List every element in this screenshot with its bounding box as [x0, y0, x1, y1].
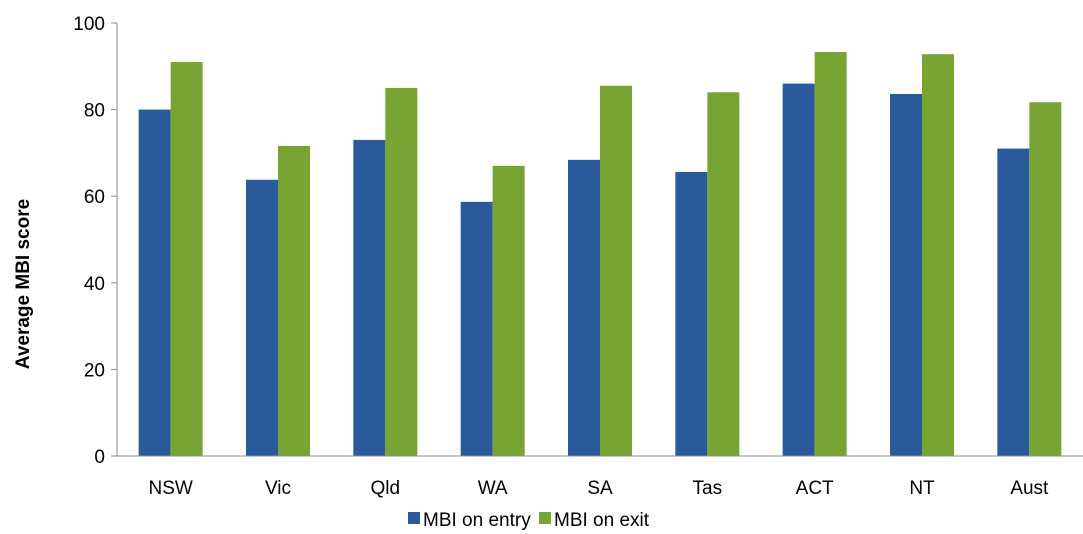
y-tick-label: 40 [84, 274, 105, 295]
x-tick-label: Qld [371, 478, 401, 499]
bar-exit-vic [278, 145, 310, 457]
bar-entry-nt [890, 94, 922, 457]
bar-exit-act [814, 52, 847, 457]
y-tick-label: 0 [94, 447, 105, 468]
x-tick-label: Vic [265, 478, 291, 499]
bar-exit-aust [1029, 102, 1062, 456]
legend-swatch-entry [408, 512, 420, 524]
bar-exit-nt [922, 54, 954, 457]
x-tick-label: WA [478, 478, 508, 499]
x-axis-tick-labels: NSW Vic Qld WA SA Tas ACT NT Aust [149, 478, 1050, 499]
bar-entry-act [782, 83, 815, 457]
y-tick-label: 60 [84, 187, 105, 208]
bar-entry-sa [568, 159, 600, 456]
x-tick-label: NSW [149, 478, 193, 499]
bars [138, 52, 1062, 457]
bar-entry-nsw [138, 109, 171, 456]
bar-entry-aust [997, 148, 1030, 456]
x-tick-label: SA [587, 478, 613, 499]
legend: MBI on entry MBI on exit [408, 510, 650, 531]
y-tick-label: 100 [73, 14, 105, 35]
bar-exit-sa [600, 85, 632, 456]
x-tick-label: NT [909, 478, 935, 499]
x-tick-label: ACT [796, 478, 834, 499]
legend-swatch-exit [539, 512, 551, 524]
y-tick-label: 80 [84, 101, 105, 122]
bar-exit-tas [707, 92, 740, 456]
bar-exit-nsw [170, 61, 203, 456]
y-tick-label: 20 [84, 360, 105, 381]
bar-entry-vic [246, 179, 278, 456]
x-tick-label: Aust [1010, 478, 1049, 499]
bar-entry-qld [353, 139, 386, 456]
bar-entry-tas [675, 171, 708, 456]
bar-entry-wa [460, 201, 493, 456]
y-axis-title: Average MBI score [13, 199, 34, 369]
legend-label-exit: MBI on exit [554, 510, 650, 531]
x-tick-label: Tas [693, 478, 723, 499]
bar-exit-wa [492, 165, 525, 456]
y-axis-ticks: 0 20 40 60 80 100 [73, 14, 117, 468]
bar-exit-qld [385, 87, 418, 456]
legend-label-entry: MBI on entry [423, 510, 531, 531]
